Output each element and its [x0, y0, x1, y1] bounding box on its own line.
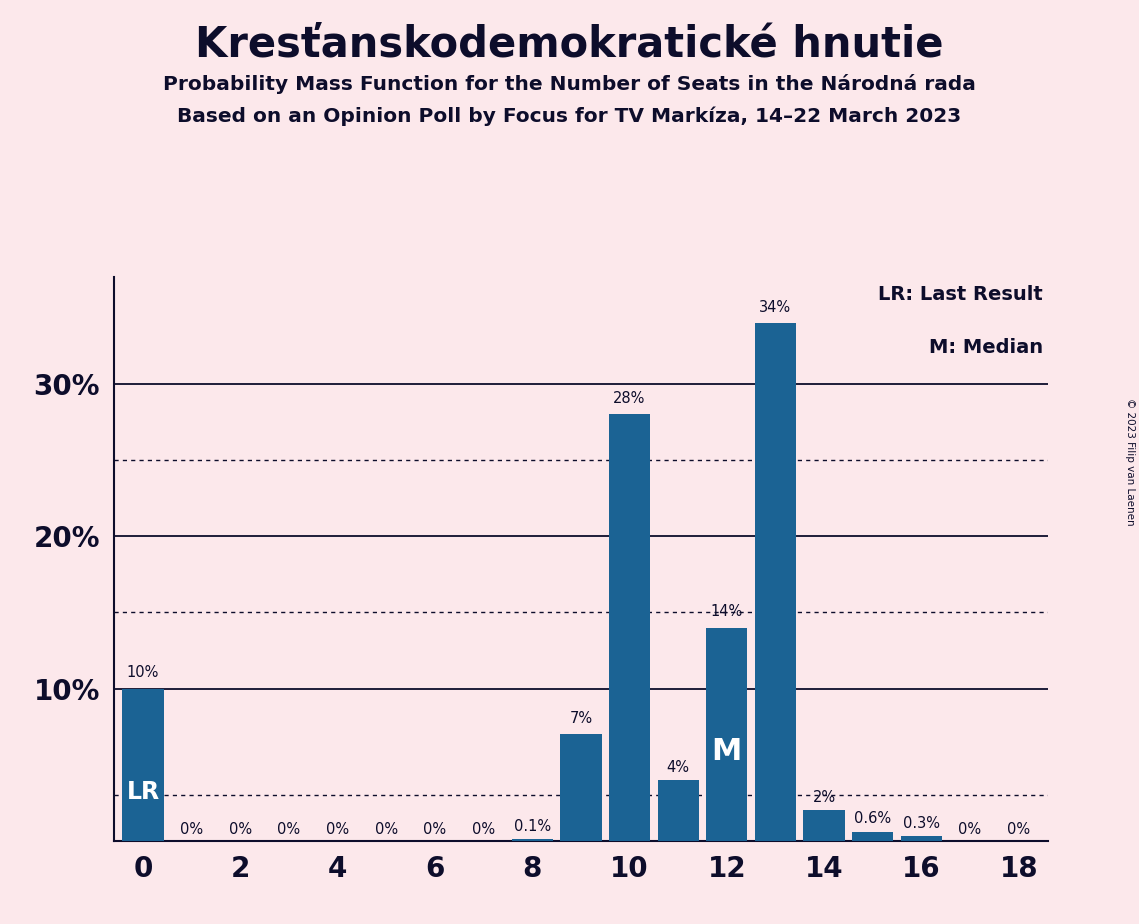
Text: 0%: 0% — [375, 822, 398, 837]
Text: Kresťanskodemokratické hnutie: Kresťanskodemokratické hnutie — [195, 23, 944, 65]
Text: 4%: 4% — [666, 760, 690, 774]
Bar — [803, 810, 845, 841]
Bar — [511, 839, 552, 841]
Text: 0%: 0% — [424, 822, 446, 837]
Text: LR: LR — [126, 780, 159, 804]
Text: M: Median: M: Median — [929, 338, 1043, 358]
Text: M: M — [712, 736, 741, 766]
Text: 0%: 0% — [326, 822, 350, 837]
Text: 0.3%: 0.3% — [903, 816, 940, 831]
Bar — [609, 414, 650, 841]
Bar — [706, 627, 747, 841]
Text: 28%: 28% — [613, 391, 646, 406]
Text: 0%: 0% — [229, 822, 252, 837]
Text: Based on an Opinion Poll by Focus for TV Markíza, 14–22 March 2023: Based on an Opinion Poll by Focus for TV… — [178, 106, 961, 126]
Bar — [901, 836, 942, 841]
Text: 0%: 0% — [180, 822, 203, 837]
Bar — [122, 688, 164, 841]
Bar — [755, 322, 796, 841]
Text: LR: Last Result: LR: Last Result — [878, 285, 1043, 304]
Bar — [560, 735, 601, 841]
Text: 0%: 0% — [278, 822, 301, 837]
Text: 7%: 7% — [570, 711, 592, 726]
Text: Probability Mass Function for the Number of Seats in the Národná rada: Probability Mass Function for the Number… — [163, 74, 976, 94]
Bar — [852, 832, 893, 841]
Text: 0.1%: 0.1% — [514, 819, 551, 834]
Text: 14%: 14% — [711, 604, 743, 619]
Text: 0.6%: 0.6% — [854, 811, 892, 826]
Text: 10%: 10% — [126, 665, 159, 680]
Text: 0%: 0% — [1007, 822, 1031, 837]
Text: 0%: 0% — [472, 822, 495, 837]
Text: 34%: 34% — [760, 299, 792, 314]
Text: 2%: 2% — [812, 790, 836, 805]
Text: © 2023 Filip van Laenen: © 2023 Filip van Laenen — [1125, 398, 1134, 526]
Text: 0%: 0% — [959, 822, 982, 837]
Bar — [657, 780, 699, 841]
